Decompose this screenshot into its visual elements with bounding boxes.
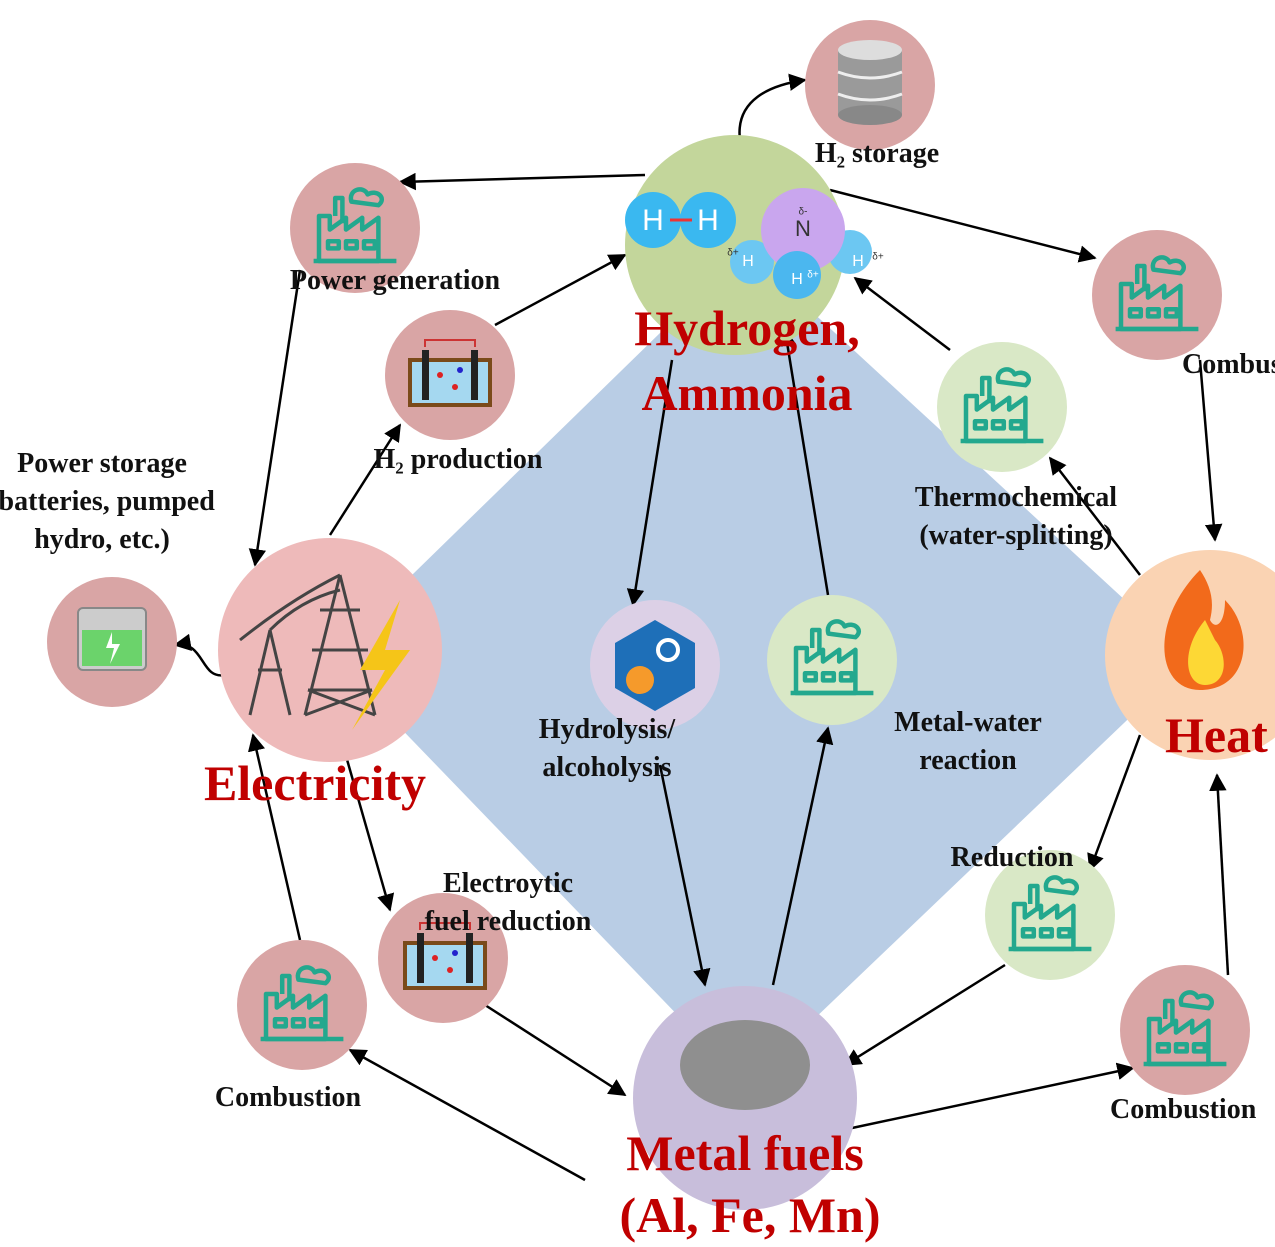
atom-label: H [642, 204, 664, 237]
node-label: Electricity [204, 755, 426, 811]
atom-label: H [697, 204, 719, 237]
icons: H H N H H H δ- δ+ δ+ δ+ [77, 40, 1244, 1110]
flame-icon [1164, 570, 1244, 690]
charge-label: δ+ [727, 248, 739, 259]
lightning-icon [352, 600, 410, 730]
node-label: hydro, etc.) [34, 524, 170, 555]
node-label: alcoholysis [542, 752, 671, 783]
node-label: H₂ storage [815, 138, 939, 169]
atom-label: H [742, 253, 754, 270]
powder-icon [680, 1020, 810, 1110]
h2-molecule: H H [625, 192, 736, 248]
node-label: Electroytic [443, 868, 573, 899]
node-label: Power generation [290, 265, 501, 296]
node-label: Combustion [215, 1082, 362, 1113]
atom-label: H [791, 271, 803, 288]
nh3-molecule: N H H H δ- δ+ δ+ δ+ [727, 188, 884, 299]
diamond [330, 250, 1190, 1085]
node-label: Hydrolysis/ [539, 714, 677, 745]
node-label: Reduction [951, 842, 1074, 873]
node-label: H₂ production [374, 444, 543, 475]
tower-icon [239, 573, 377, 717]
node-label: reaction [919, 745, 1017, 776]
labels: Hydrogen, Ammonia H₂ storage Power gener… [0, 138, 1275, 1243]
charge-label: δ- [799, 207, 808, 218]
node-label: Hydrogen, [634, 300, 860, 356]
node-label: Combustion [1182, 349, 1275, 380]
node-label: Heat [1165, 707, 1268, 763]
atom-label: N [795, 216, 811, 241]
battery-icon [77, 607, 147, 671]
node-label: Combustion [1110, 1094, 1257, 1125]
node-label: (batteries, pumped [0, 486, 215, 517]
arrows [173, 73, 1230, 1182]
node-label: Thermochemical [915, 482, 1117, 513]
node-label: (Al, Fe, Mn) [619, 1187, 880, 1243]
node-label: (water-splitting) [919, 520, 1112, 551]
charge-label: δ+ [872, 252, 884, 263]
node-label: Power storage [17, 448, 187, 479]
node-label: Metal-water [894, 707, 1042, 738]
atom-label: H [852, 253, 864, 270]
node-label: Metal fuels [626, 1125, 863, 1181]
database-icon [837, 40, 903, 125]
node-label: fuel reduction [425, 906, 592, 937]
charge-label: δ+ [807, 270, 819, 281]
node-label: Ammonia [641, 365, 852, 421]
hydrolysis-icon [615, 620, 695, 711]
